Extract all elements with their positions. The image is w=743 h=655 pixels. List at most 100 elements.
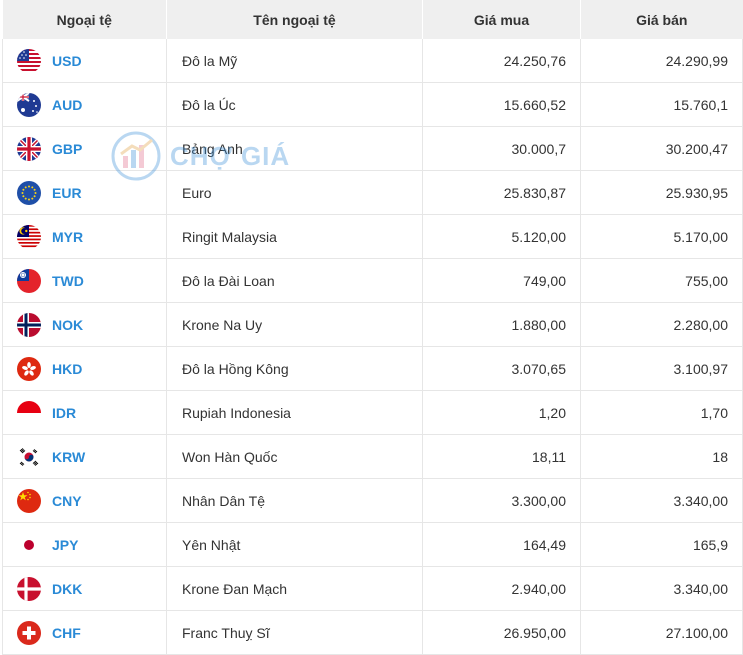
buy-price: 24.250,76 xyxy=(422,39,581,83)
currency-name: Krone Na Uy xyxy=(166,302,423,347)
sell-price: 1,70 xyxy=(580,390,743,435)
sell-price: 15.760,1 xyxy=(580,82,743,127)
currency-code[interactable]: HKD xyxy=(52,360,83,377)
sell-price: 3.340,00 xyxy=(580,566,743,611)
currency-code-cell: MYR xyxy=(2,214,167,259)
currency-code[interactable]: CNY xyxy=(52,492,82,509)
table-row: CNY Nhân Dân Tệ 3.300,00 3.340,00 xyxy=(2,478,743,523)
currency-code[interactable]: JPY xyxy=(52,536,79,553)
currency-name: Won Hàn Quốc xyxy=(166,434,423,479)
currency-name: Đô la Đài Loan xyxy=(166,258,423,303)
header-currency-code: Ngoại tệ xyxy=(2,0,167,39)
header-buy-price: Giá mua xyxy=(422,0,581,39)
sell-price: 27.100,00 xyxy=(580,610,743,655)
currency-name: Euro xyxy=(166,170,423,215)
currency-code-cell: AUD xyxy=(2,82,167,127)
au-flag-icon xyxy=(17,92,41,117)
table-header-row: Ngoại tệ Tên ngoại tệ Giá mua Giá bán xyxy=(2,0,743,39)
buy-price: 15.660,52 xyxy=(422,82,581,127)
buy-price: 30.000,7 xyxy=(422,126,581,171)
buy-price: 18,11 xyxy=(422,434,581,479)
currency-code-cell: CNY xyxy=(2,478,167,523)
sell-price: 2.280,00 xyxy=(580,302,743,347)
sell-price: 3.340,00 xyxy=(580,478,743,523)
currency-code-cell: GBP xyxy=(2,126,167,171)
us-flag-icon xyxy=(17,48,41,73)
table-row: KRW Won Hàn Quốc 18,11 18 xyxy=(2,434,743,479)
sell-price: 24.290,99 xyxy=(580,39,743,83)
buy-price: 25.830,87 xyxy=(422,170,581,215)
currency-code[interactable]: AUD xyxy=(52,96,83,113)
table-row: USD Đô la Mỹ 24.250,76 24.290,99 xyxy=(2,39,743,83)
buy-price: 749,00 xyxy=(422,258,581,303)
ch-flag-icon xyxy=(17,620,41,645)
currency-name: Đô la Mỹ xyxy=(166,39,423,83)
table-row: DKK Krone Đan Mạch 2.940,00 3.340,00 xyxy=(2,566,743,611)
my-flag-icon xyxy=(17,224,41,249)
table-row: AUD Đô la Úc 15.660,52 15.760,1 xyxy=(2,82,743,127)
table-row: GBP Bảng Anh 30.000,7 30.200,47 xyxy=(2,126,743,171)
currency-name: Đô la Úc xyxy=(166,82,423,127)
buy-price: 3.070,65 xyxy=(422,346,581,391)
currency-name: Yên Nhật xyxy=(166,522,423,567)
currency-code[interactable]: DKK xyxy=(52,580,83,597)
currency-code-cell: IDR xyxy=(2,390,167,435)
currency-code-cell: CHF xyxy=(2,610,167,655)
sell-price: 30.200,47 xyxy=(580,126,743,171)
currency-code-cell: TWD xyxy=(2,258,167,303)
table-row: TWD Đô la Đài Loan 749,00 755,00 xyxy=(2,258,743,303)
jp-flag-icon xyxy=(17,532,41,557)
table-row: MYR Ringit Malaysia 5.120,00 5.170,00 xyxy=(2,214,743,259)
tw-flag-icon xyxy=(17,268,41,293)
currency-name: Rupiah Indonesia xyxy=(166,390,423,435)
eu-flag-icon xyxy=(17,180,41,205)
currency-code[interactable]: GBP xyxy=(52,140,83,157)
header-currency-name: Tên ngoại tệ xyxy=(166,0,423,39)
currency-name: Bảng Anh xyxy=(166,126,423,171)
currency-code[interactable]: EUR xyxy=(52,184,82,201)
hk-flag-icon xyxy=(17,356,41,381)
currency-code[interactable]: NOK xyxy=(52,316,84,333)
currency-code[interactable]: MYR xyxy=(52,228,84,245)
currency-code-cell: KRW xyxy=(2,434,167,479)
currency-name: Đô la Hồng Kông xyxy=(166,346,423,391)
currency-code-cell: DKK xyxy=(2,566,167,611)
currency-code-cell: EUR xyxy=(2,170,167,215)
sell-price: 5.170,00 xyxy=(580,214,743,259)
currency-code-cell: NOK xyxy=(2,302,167,347)
table-row: JPY Yên Nhật 164,49 165,9 xyxy=(2,522,743,567)
dk-flag-icon xyxy=(17,576,41,601)
sell-price: 18 xyxy=(580,434,743,479)
no-flag-icon xyxy=(17,312,41,337)
table-row: HKD Đô la Hồng Kông 3.070,65 3.100,97 xyxy=(2,346,743,391)
kr-flag-icon xyxy=(17,444,41,469)
currency-name: Krone Đan Mạch xyxy=(166,566,423,611)
id-flag-icon xyxy=(17,400,41,425)
buy-price: 26.950,00 xyxy=(422,610,581,655)
currency-code[interactable]: KRW xyxy=(52,448,86,465)
currency-code[interactable]: TWD xyxy=(52,272,84,289)
currency-code-cell: JPY xyxy=(2,522,167,567)
cn-flag-icon xyxy=(17,488,41,513)
table-row: CHF Franc Thuỵ Sĩ 26.950,00 27.100,00 xyxy=(2,610,743,655)
currency-code-cell: HKD xyxy=(2,346,167,391)
currency-code[interactable]: CHF xyxy=(52,624,81,641)
gb-flag-icon xyxy=(17,136,41,161)
buy-price: 5.120,00 xyxy=(422,214,581,259)
currency-code[interactable]: IDR xyxy=(52,404,77,421)
table-row: IDR Rupiah Indonesia 1,20 1,70 xyxy=(2,390,743,435)
currency-code[interactable]: USD xyxy=(52,52,82,69)
buy-price: 2.940,00 xyxy=(422,566,581,611)
table-row: NOK Krone Na Uy 1.880,00 2.280,00 xyxy=(2,302,743,347)
currency-name: Nhân Dân Tệ xyxy=(166,478,423,523)
sell-price: 3.100,97 xyxy=(580,346,743,391)
sell-price: 25.930,95 xyxy=(580,170,743,215)
buy-price: 1.880,00 xyxy=(422,302,581,347)
sell-price: 755,00 xyxy=(580,258,743,303)
buy-price: 1,20 xyxy=(422,390,581,435)
currency-name: Franc Thuỵ Sĩ xyxy=(166,610,423,655)
sell-price: 165,9 xyxy=(580,522,743,567)
buy-price: 3.300,00 xyxy=(422,478,581,523)
